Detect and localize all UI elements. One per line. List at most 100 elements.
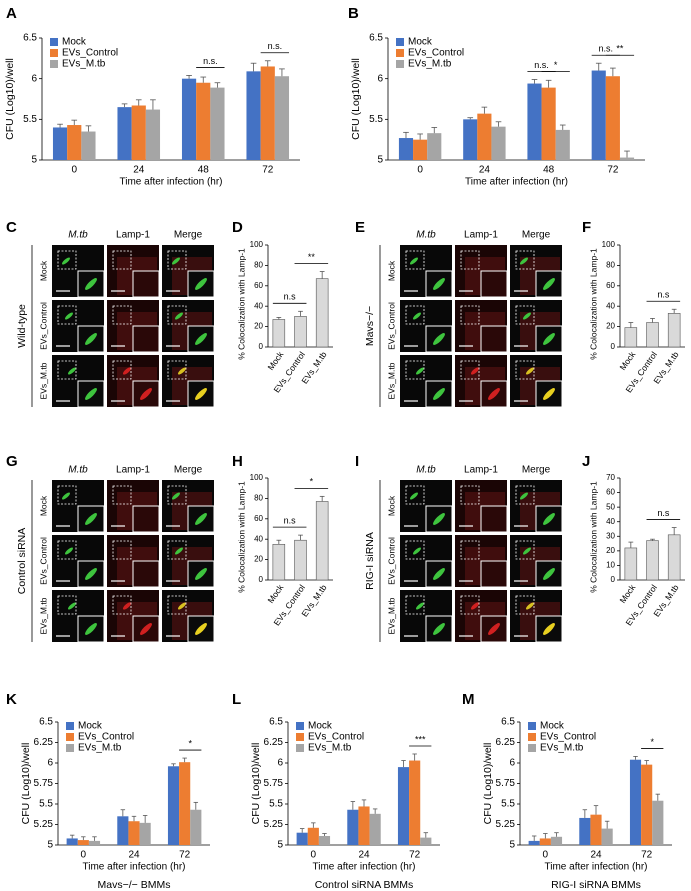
significance-label: ** <box>308 252 316 262</box>
roi-box <box>460 540 480 560</box>
x-axis-label: Time after infection (hr) <box>545 862 648 873</box>
significance-label: *** <box>415 734 426 744</box>
mtb-signal <box>171 492 181 500</box>
y-tick-label: 0 <box>259 342 264 351</box>
y-axis-label: % Colocalization with Lamp-1 <box>236 481 246 593</box>
roi-box <box>57 250 77 270</box>
y-axis-label: CFU (Log10)/well <box>482 743 494 825</box>
roi-box <box>167 595 187 615</box>
bar <box>629 759 642 845</box>
bar <box>369 813 381 845</box>
inset <box>132 505 160 533</box>
inset-signal <box>195 568 207 580</box>
bar <box>190 809 202 845</box>
x-tick-label: Mock <box>265 349 285 372</box>
bar <box>667 534 681 581</box>
inset-signal <box>543 333 555 345</box>
bar <box>117 816 129 845</box>
bar <box>409 760 421 845</box>
lamp-spot <box>122 602 132 610</box>
bar <box>196 82 211 160</box>
significance-label: n.s <box>284 515 297 525</box>
mtb-signal <box>64 547 74 555</box>
y-tick-label: 100 <box>250 240 264 249</box>
y-tick-label: 5 <box>377 155 383 166</box>
mtb-signal <box>67 602 77 610</box>
row-label: Mock <box>386 495 396 516</box>
inset <box>132 325 160 353</box>
roi-box <box>460 250 480 270</box>
y-tick-label: 5.5 <box>23 114 37 125</box>
inset-signal <box>433 278 445 290</box>
bar <box>641 764 653 845</box>
bar <box>550 836 563 845</box>
y-tick-label: 6 <box>509 758 515 769</box>
x-tick-label: 24 <box>590 850 602 861</box>
roi-box <box>167 360 187 380</box>
mtb-signal <box>522 312 532 320</box>
bar <box>296 832 308 845</box>
mtb-signal <box>409 492 419 500</box>
mtb-signal <box>525 602 535 610</box>
bar <box>605 76 620 160</box>
significance-label: n.s. <box>599 44 614 54</box>
lamp-spot <box>122 367 132 375</box>
x-tick-label: 24 <box>128 850 140 861</box>
x-axis-label: Time after infection (hr) <box>313 862 416 873</box>
legend-swatch <box>66 733 74 741</box>
significance-label: * <box>650 737 654 747</box>
legend-swatch <box>396 38 404 46</box>
roi-box <box>405 250 425 270</box>
x-tick-label: 72 <box>409 850 421 861</box>
x-tick-label: 0 <box>311 850 317 861</box>
roi-box <box>405 360 425 380</box>
inset-signal <box>543 568 555 580</box>
inset-signal <box>543 278 555 290</box>
y-tick-label: 20 <box>254 555 263 564</box>
legend-swatch <box>528 744 536 752</box>
y-tick-label: 6 <box>31 73 37 84</box>
roi-box <box>57 485 77 505</box>
y-tick-label: 5.25 <box>34 819 54 830</box>
mtb-signal <box>174 312 184 320</box>
y-tick-label: 5.5 <box>269 799 283 810</box>
panel-letter: C <box>6 219 17 236</box>
column-header: M.tb <box>416 230 436 241</box>
bar <box>427 133 442 160</box>
inset-signal <box>543 623 555 635</box>
y-tick-label: 5.75 <box>264 778 284 789</box>
legend-swatch <box>66 744 74 752</box>
panel-letter: G <box>6 453 18 470</box>
x-tick-label: 72 <box>179 850 191 861</box>
legend-label: EVs_M.tb <box>62 59 106 70</box>
inset-signal <box>85 513 97 525</box>
inset-signal <box>433 568 445 580</box>
x-tick-label: 24 <box>133 165 145 176</box>
y-tick-label: 5.5 <box>501 799 515 810</box>
row-label: EVs_Control <box>38 302 48 350</box>
legend-swatch <box>66 722 74 730</box>
roi-box <box>112 595 132 615</box>
bar <box>128 821 140 845</box>
significance-label: n.s <box>284 292 297 302</box>
y-tick-label: 40 <box>254 301 263 310</box>
y-tick-label: 5.75 <box>34 778 54 789</box>
y-axis-label: % Colocalization with Lamp-1 <box>588 481 598 593</box>
bar <box>413 139 428 160</box>
roi-box <box>515 250 535 270</box>
x-tick-label: 48 <box>543 165 555 176</box>
mtb-signal <box>61 257 71 265</box>
caption: Control siRNA BMMs <box>315 879 414 891</box>
legend-label: EVs_Control <box>540 732 596 743</box>
significance-label: n.s. <box>268 41 283 51</box>
legend-label: Mock <box>540 721 565 732</box>
mtb-signal <box>519 257 529 265</box>
bar <box>347 809 359 845</box>
roi-box <box>57 595 77 615</box>
column-header: M.tb <box>68 230 88 241</box>
y-tick-label: 5 <box>31 155 37 166</box>
bar <box>667 313 681 348</box>
legend-label: Mock <box>308 721 333 732</box>
bar <box>52 127 68 160</box>
y-tick-label: 6.5 <box>369 33 383 44</box>
